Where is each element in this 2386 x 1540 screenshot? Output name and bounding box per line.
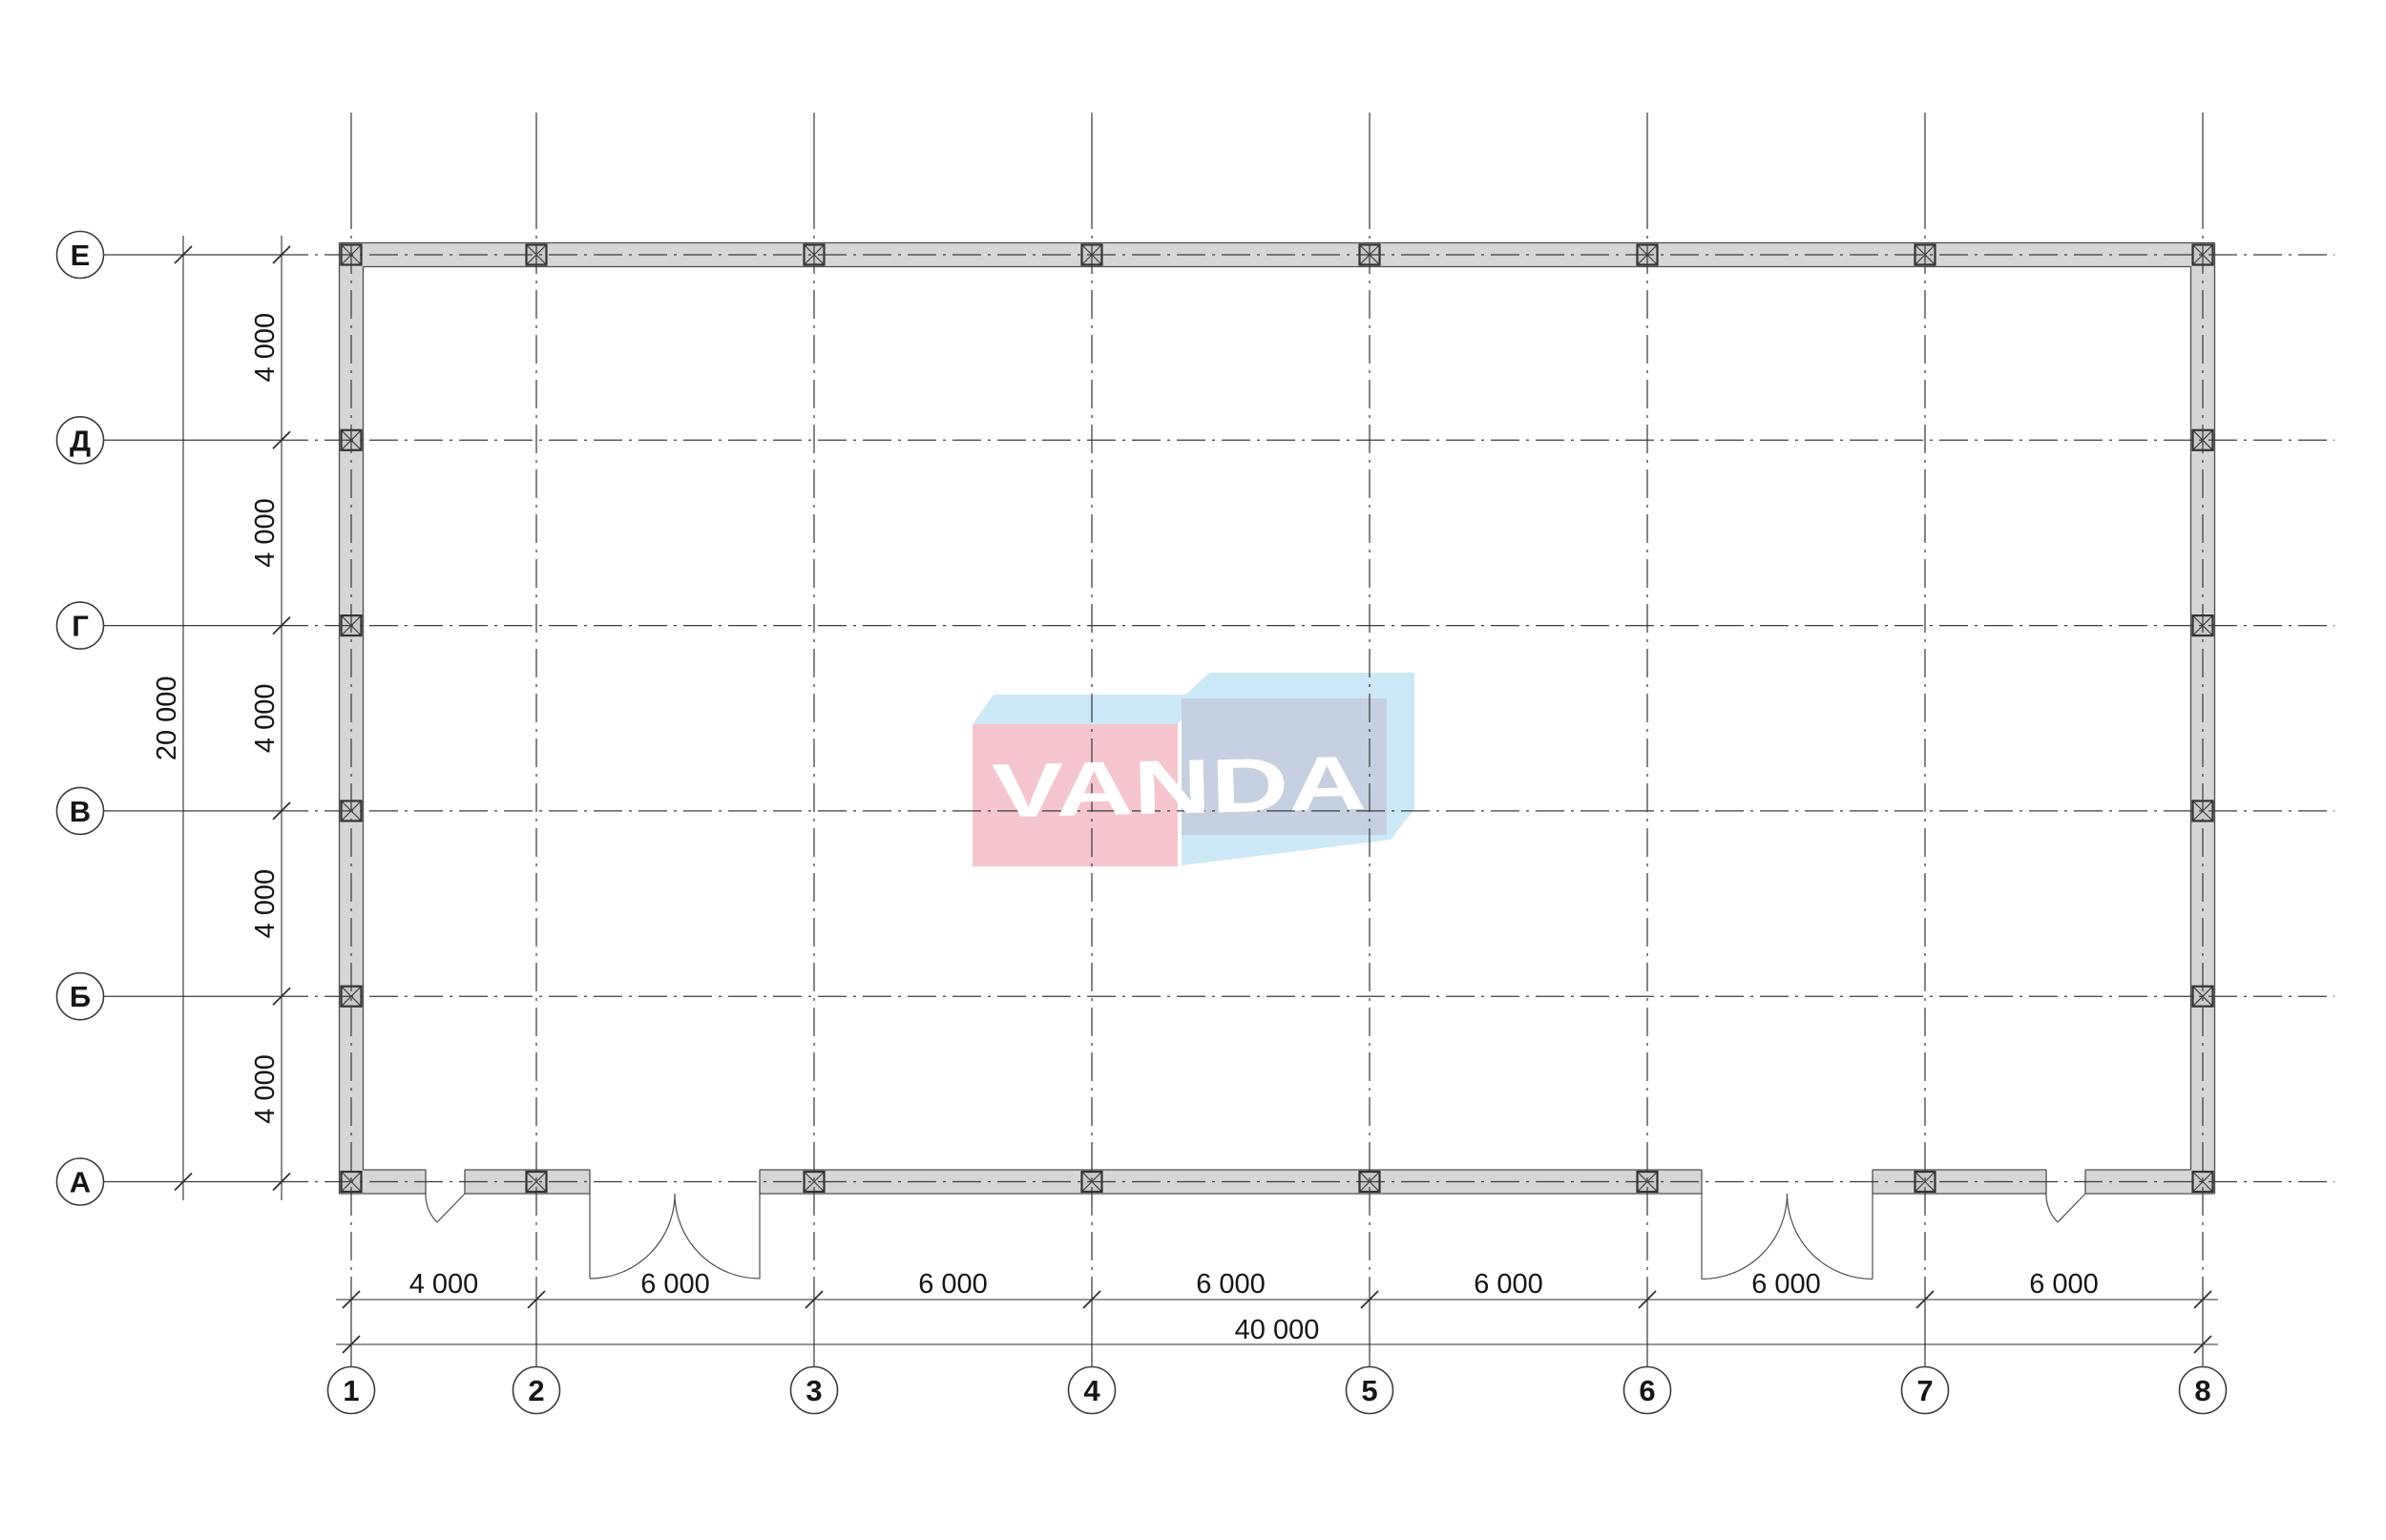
logo-watermark-text: VANDA: [991, 740, 1367, 834]
column-marker: [803, 1170, 826, 1194]
dimension-tick: [272, 801, 291, 821]
dimension-tick: [1915, 1290, 1935, 1309]
axis-bubble-row: [55, 415, 105, 465]
dimension-tick: [342, 1335, 361, 1354]
dimension-label-bottom-bay: 4 000: [409, 1269, 479, 1300]
dimensions-layer: 4 000 4 000 4 000 4 000 4 000 20 000 4 000 6 00…: [152, 236, 2218, 1354]
dimension-label-left-bay: 4 000: [250, 498, 281, 568]
dimension-label-left-bay: 4 000: [250, 313, 281, 383]
axis-bubble-col: [2178, 1365, 2228, 1415]
dimension-label-left-bay: 4 000: [250, 1054, 281, 1124]
axis-bubble-col-label: 2: [528, 1374, 544, 1407]
dimension-tick: [342, 1290, 361, 1309]
dimension-tick: [174, 245, 193, 264]
axis-bubble-col-label: 3: [806, 1374, 822, 1407]
axis-bubble-row-label: А: [70, 1166, 91, 1199]
doors-layer: [425, 1193, 2086, 1280]
axis-bubble-row-label: Д: [70, 424, 91, 457]
axis-bubble-row: [55, 971, 105, 1021]
axis-bubble-col: [1900, 1365, 1950, 1415]
door-single-swing-arc: [2045, 1193, 2059, 1223]
dimension-tick: [2193, 1290, 2212, 1309]
dimension-tick: [1082, 1290, 1101, 1309]
door-double-swing-arc: [1701, 1193, 1789, 1280]
dimension-label-left-total: 20 000: [152, 676, 182, 760]
logo-text: VANDA: [991, 740, 1367, 834]
grid-axes-layer: [104, 113, 2334, 1366]
door-single-leaf: [2057, 1193, 2086, 1223]
door-single-leaf: [436, 1193, 466, 1223]
axis-bubble-col-label: 6: [1639, 1374, 1655, 1407]
door-double-swing-arc: [674, 1193, 761, 1280]
door-single-swing-arc: [425, 1193, 438, 1223]
dimension-tick: [2193, 1335, 2212, 1354]
axis-bubble-col-label: 1: [343, 1374, 359, 1407]
dimension-tick: [1638, 1290, 1657, 1309]
column-x-diagonal: [2192, 1171, 2213, 1193]
dimension-tick: [272, 1172, 291, 1192]
axis-bubble-col: [1067, 1365, 1117, 1415]
dimension-tick: [527, 1290, 546, 1309]
door-double-swing-arc: [589, 1193, 676, 1280]
axis-bubble-col: [789, 1365, 839, 1415]
logo-watermark-boxes: [973, 673, 1414, 866]
axis-bubble-row: [55, 601, 105, 650]
axis-bubble-row-label: Г: [72, 610, 89, 643]
dimension-label-left-bay: 4 000: [250, 869, 281, 939]
column-x-diagonal: [804, 1171, 825, 1193]
axis-bubble-row-label: Б: [70, 980, 91, 1013]
column-x-diagonal: [526, 1171, 547, 1193]
axis-bubble-row-label: Е: [71, 239, 91, 272]
logo-pink-box-top-face: [973, 695, 1199, 724]
axis-bubble-row: [55, 1157, 105, 1206]
axis-bubbles-layer: Е Д Г В Б А 1 2 3 4 5 6 7 8: [55, 230, 2228, 1415]
axis-bubble-row-label: В: [70, 795, 91, 828]
axis-bubble-col-label: 5: [1361, 1374, 1377, 1407]
logo-pink-box-front-face: [973, 724, 1178, 866]
column-x-diagonal: [1915, 1171, 1936, 1193]
dimension-tick: [272, 245, 291, 264]
dimension-tick: [805, 1290, 824, 1309]
axis-bubble-row: [55, 230, 105, 280]
dimension-tick: [272, 615, 291, 635]
dimension-label-bottom-bay: 6 000: [2029, 1269, 2099, 1300]
axis-bubble-col: [326, 1365, 376, 1415]
axis-bubble-col: [1622, 1365, 1672, 1415]
walls-outline-layer: [338, 241, 2216, 1195]
dimension-tick: [1360, 1290, 1379, 1309]
axis-bubble-col-label: 8: [2194, 1374, 2210, 1407]
dimension-tick: [174, 1172, 193, 1192]
axis-bubble-row: [55, 786, 105, 836]
logo-blue-box-front-face: [1182, 698, 1387, 835]
dimension-label-bottom-total: 40 000: [1235, 1315, 1320, 1345]
dimension-label-bottom-bay: 6 000: [918, 1269, 988, 1300]
dimension-label-bottom-bay: 6 000: [1196, 1269, 1266, 1300]
dimension-tick: [272, 430, 291, 449]
door-double-swing-arc: [1786, 1193, 1873, 1280]
axis-bubble-col: [512, 1365, 561, 1415]
dimension-label-left-bay: 4 000: [250, 684, 281, 754]
column-x-diagonal: [2192, 986, 2213, 1008]
axis-bubble-col-label: 4: [1083, 1374, 1100, 1407]
axis-bubble-col-label: 7: [1916, 1374, 1933, 1407]
axis-bubble-col: [1345, 1365, 1394, 1415]
dimension-tick: [272, 987, 291, 1006]
dimension-label-bottom-bay: 6 000: [1474, 1269, 1543, 1300]
dimension-label-bottom-bay: 6 000: [1751, 1269, 1821, 1300]
dimension-label-bottom-bay: 6 000: [640, 1269, 710, 1300]
